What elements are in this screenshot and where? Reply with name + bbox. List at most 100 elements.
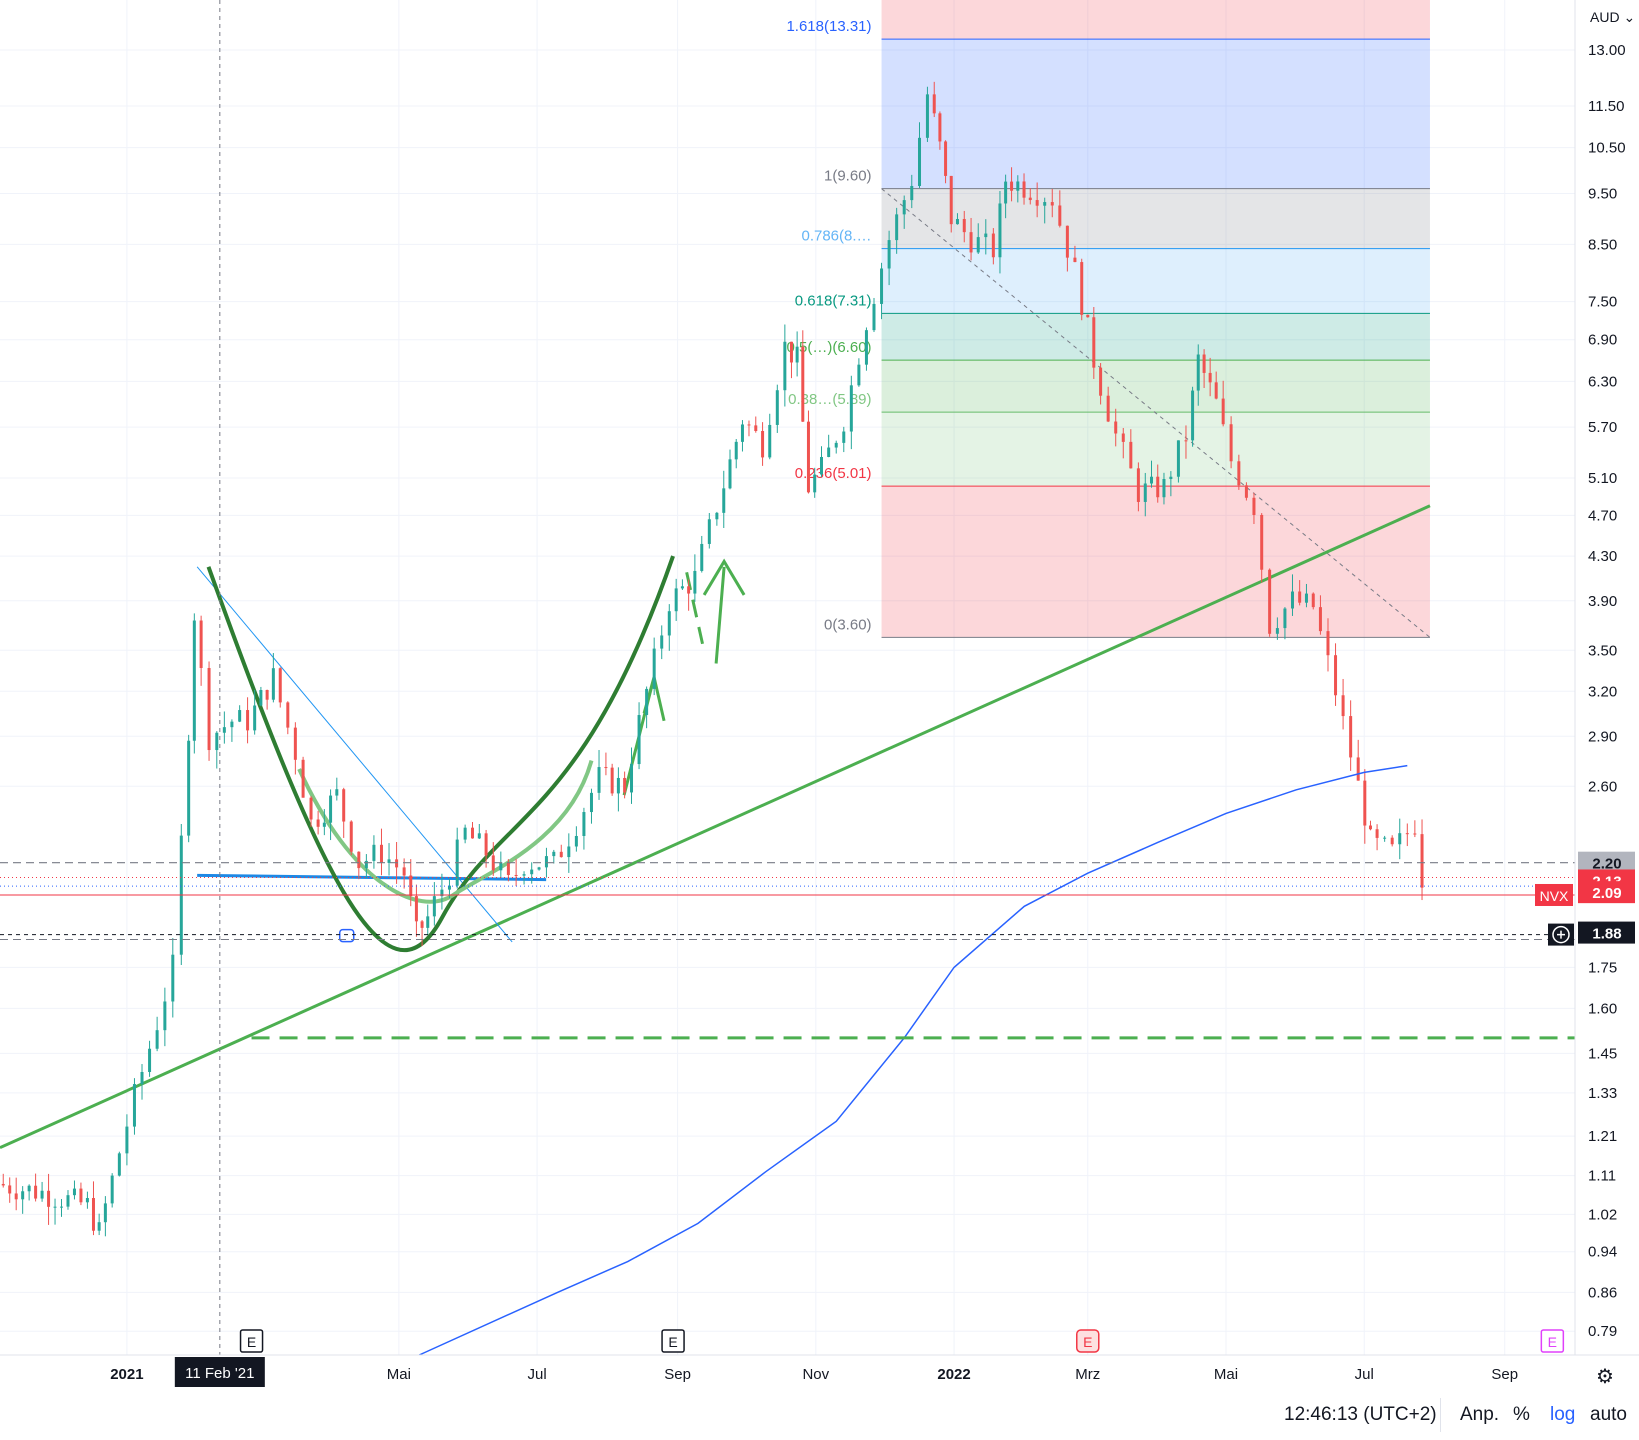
support-trend-line[interactable]	[0, 504, 1431, 1150]
price-axis[interactable]: 0.79 0.86 0.94 1.02 1.11 1.21 1.33 1.45 1.60 1.75…	[1574, 0, 1639, 1355]
candle-body	[1169, 476, 1173, 480]
earnings-event-label: E	[1083, 1334, 1092, 1350]
candle-body	[1304, 593, 1308, 603]
price-tick-label: 6.90	[1588, 332, 1617, 349]
candle-body	[97, 1222, 101, 1231]
fibonacci-retracement[interactable]: 1.618(13.31) 1(9.60) 0.786(8.… 0.618(7.31) 0…	[786, 0, 1431, 638]
candle-body	[1237, 461, 1241, 486]
moving-average-line	[418, 764, 1408, 1356]
price-tick-label: 1.45	[1588, 1045, 1617, 1062]
candle-body	[1004, 181, 1008, 204]
price-tick-label: 6.30	[1588, 373, 1617, 390]
earnings-event-marker[interactable]	[1076, 1329, 1100, 1353]
candle-body	[984, 233, 988, 238]
candle-body	[379, 844, 383, 863]
cup-curve[interactable]	[206, 555, 675, 953]
candle-body	[768, 424, 772, 458]
candle-body	[700, 543, 704, 571]
candle-body	[707, 519, 711, 544]
candle-body	[652, 648, 656, 689]
candle-body	[27, 1185, 31, 1192]
candle-body	[1334, 655, 1338, 696]
candle-body	[1191, 390, 1195, 441]
plus-icon	[1557, 930, 1565, 939]
earnings-event-marker[interactable]	[1540, 1329, 1565, 1353]
fib-zone	[881, 39, 1430, 189]
candle-body	[125, 1126, 129, 1154]
time-tick-label: Jul	[1355, 1366, 1374, 1383]
clock-time: 12:46:13 (UTC+2)	[1284, 1404, 1437, 1425]
candle-body	[834, 442, 838, 448]
candle-body	[806, 421, 810, 493]
time-axis[interactable]: 2021 Mai Jul Sep Nov 2022 Mrz Mai Jul Sep E E E E 11 F…	[0, 1329, 1639, 1390]
candle-body	[842, 431, 846, 443]
candle-body	[687, 586, 691, 594]
candle-body	[364, 860, 368, 869]
time-tick-label: 2021	[110, 1366, 143, 1383]
candle-body	[132, 1084, 136, 1127]
fib-zone	[881, 313, 1430, 361]
candle-body	[1058, 205, 1062, 226]
candle-body	[734, 441, 738, 460]
price-tick-label: 1.21	[1588, 1128, 1617, 1145]
candle-body	[932, 94, 936, 114]
candle-body	[530, 869, 534, 875]
percent-toggle[interactable]: %	[1513, 1404, 1530, 1425]
candle-body	[544, 856, 548, 868]
candle-body	[938, 113, 942, 142]
drawing-anchor-handle[interactable]	[338, 928, 355, 943]
candle-body	[801, 346, 805, 422]
price-tick-label: 7.50	[1588, 294, 1617, 311]
price-tick-label: 4.30	[1588, 548, 1617, 565]
price-tick-label: 10.50	[1588, 140, 1626, 157]
trend-drawings[interactable]	[0, 0, 1431, 1355]
neckline[interactable]	[197, 873, 547, 882]
candle-body	[1028, 197, 1032, 201]
candle-body	[740, 424, 744, 442]
candle-body	[40, 1190, 44, 1199]
candle-body	[660, 635, 664, 649]
candle-body	[278, 668, 282, 703]
candle-body	[21, 1191, 25, 1200]
candle-body	[949, 175, 953, 225]
candle-body	[265, 690, 269, 700]
candle-body	[155, 1030, 159, 1049]
log-toggle[interactable]: log	[1550, 1404, 1576, 1425]
candle-body	[1, 1183, 5, 1186]
candle-body	[674, 588, 678, 612]
price-tick-label: 3.90	[1588, 593, 1617, 610]
auto-toggle[interactable]: auto	[1590, 1404, 1627, 1425]
candle-body	[514, 874, 518, 876]
candle-body	[349, 821, 353, 852]
candle-body	[597, 767, 601, 793]
ma-line-path	[418, 764, 1408, 1356]
gear-icon[interactable]: ⚙	[1596, 1366, 1614, 1388]
candle-body	[1244, 485, 1248, 498]
earnings-event-marker[interactable]	[661, 1329, 685, 1353]
earnings-event-label: E	[247, 1334, 256, 1350]
candle-body	[301, 759, 305, 798]
earnings-event-marker[interactable]	[239, 1329, 264, 1353]
crosshair-price-badge-box	[1578, 921, 1635, 944]
candle-body	[1136, 468, 1140, 502]
time-axis-background	[0, 1355, 1639, 1390]
adjust-toggle[interactable]: Anp.	[1460, 1404, 1500, 1425]
candle-body	[309, 797, 313, 820]
candle-body	[420, 921, 424, 928]
crosshair-date-box	[174, 1357, 265, 1387]
candle-body	[616, 777, 620, 794]
fib-zone	[881, 248, 1430, 314]
price-chart[interactable]: 1.618(13.31) 1(9.60) 0.786(8.… 0.618(7.31) 0…	[0, 0, 1639, 1390]
candle-body	[53, 1206, 57, 1208]
candle-body	[559, 851, 563, 858]
candle-body	[222, 727, 226, 733]
candle-body	[1086, 314, 1090, 318]
candle-body	[1106, 395, 1110, 422]
price-axis-background	[1575, 0, 1639, 1355]
fib-level-label: 0.786(8.…	[801, 228, 871, 245]
time-tick-label: Nov	[802, 1366, 829, 1383]
candle-body	[813, 474, 817, 493]
candle-body	[1390, 837, 1394, 845]
candle-body	[872, 303, 876, 331]
